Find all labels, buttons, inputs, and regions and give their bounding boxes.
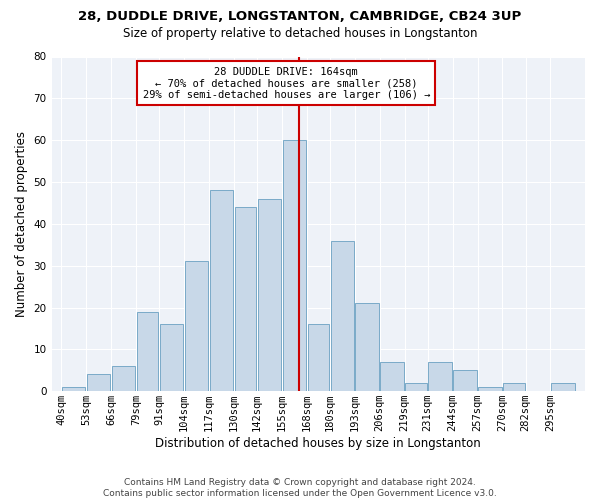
Bar <box>331 240 354 391</box>
Bar <box>308 324 329 391</box>
Bar <box>137 312 158 391</box>
Bar <box>257 198 281 391</box>
Bar <box>380 362 404 391</box>
Bar <box>87 374 110 391</box>
Text: Contains HM Land Registry data © Crown copyright and database right 2024.
Contai: Contains HM Land Registry data © Crown c… <box>103 478 497 498</box>
Bar <box>406 383 427 391</box>
Bar <box>454 370 477 391</box>
Bar <box>503 383 525 391</box>
X-axis label: Distribution of detached houses by size in Longstanton: Distribution of detached houses by size … <box>155 437 481 450</box>
Bar <box>160 324 183 391</box>
Bar <box>112 366 135 391</box>
Bar <box>428 362 452 391</box>
Bar <box>551 383 575 391</box>
Text: Size of property relative to detached houses in Longstanton: Size of property relative to detached ho… <box>123 28 477 40</box>
Y-axis label: Number of detached properties: Number of detached properties <box>15 131 28 317</box>
Text: 28 DUDDLE DRIVE: 164sqm
← 70% of detached houses are smaller (258)
29% of semi-d: 28 DUDDLE DRIVE: 164sqm ← 70% of detache… <box>143 66 430 100</box>
Bar <box>209 190 233 391</box>
Bar <box>283 140 306 391</box>
Bar <box>62 387 85 391</box>
Bar <box>355 304 379 391</box>
Text: 28, DUDDLE DRIVE, LONGSTANTON, CAMBRIDGE, CB24 3UP: 28, DUDDLE DRIVE, LONGSTANTON, CAMBRIDGE… <box>79 10 521 23</box>
Bar <box>185 262 208 391</box>
Bar <box>235 207 256 391</box>
Bar <box>478 387 502 391</box>
